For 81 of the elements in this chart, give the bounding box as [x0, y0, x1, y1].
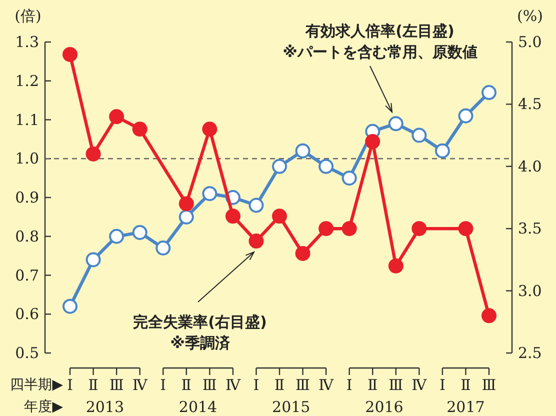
- point: [202, 186, 218, 202]
- y2-axis-title: (%): [517, 7, 543, 25]
- point: [295, 143, 310, 158]
- y2-tick-label: 3.5: [518, 220, 542, 238]
- y-tick-label: 0.5: [15, 344, 39, 362]
- x-tick-label: Ⅰ: [67, 376, 74, 394]
- y-tick-label: 1.2: [15, 72, 39, 90]
- x-tick-label: Ⅱ: [368, 376, 378, 394]
- text: 有効求人倍率(左目盛): [304, 22, 454, 40]
- x-tick-label: Ⅲ: [109, 376, 124, 394]
- point: [272, 158, 287, 174]
- point: [109, 109, 124, 124]
- point: [458, 108, 474, 124]
- y-tick-label: 0.9: [15, 188, 39, 206]
- point: [248, 198, 264, 213]
- point: [365, 134, 380, 150]
- text: 2014: [178, 398, 218, 416]
- y2-tick-label: 3.0: [518, 282, 542, 300]
- point: [109, 228, 124, 244]
- x-tick-label: Ⅱ: [181, 376, 192, 394]
- point: [272, 208, 287, 224]
- y-tick-label: 0.8: [15, 227, 39, 246]
- y-tick-label: 0.7: [15, 266, 39, 284]
- point: [318, 158, 334, 174]
- y2-tick-label: 2.5: [518, 344, 542, 362]
- y-tick-label: 0.6: [15, 305, 39, 324]
- point: [412, 128, 427, 143]
- point: [295, 246, 310, 261]
- text: 四半期▶: [10, 377, 64, 393]
- point: [178, 209, 194, 224]
- point: [132, 224, 148, 240]
- point: [388, 258, 404, 274]
- point: [86, 146, 101, 162]
- point: [248, 234, 264, 249]
- x-tick-label: Ⅳ: [412, 376, 428, 394]
- y-axis-title: (倍): [14, 7, 42, 25]
- y-tick-label: 1.1: [15, 110, 39, 129]
- x-tick-label: Ⅱ: [460, 376, 471, 394]
- point: [342, 170, 357, 186]
- x-tick-label: Ⅲ: [296, 376, 310, 394]
- x-tick-label: Ⅳ: [318, 376, 335, 394]
- point: [202, 122, 218, 137]
- point: [62, 298, 78, 314]
- point: [132, 122, 148, 137]
- y2-tick-label: 5.0: [518, 33, 542, 51]
- annotation: 完全失業率(右目盛): [133, 313, 267, 331]
- x-tick-label: Ⅲ: [482, 376, 496, 394]
- y-tick-label: 1.0: [15, 150, 39, 168]
- text: 年度▶: [24, 399, 64, 415]
- point: [458, 221, 474, 236]
- annotation: ※季調済: [170, 334, 231, 352]
- y2-tick-label: 4.5: [518, 95, 542, 114]
- point: [62, 46, 78, 62]
- x-tick-label: Ⅳ: [225, 376, 242, 394]
- x-tick-label: Ⅳ: [132, 376, 148, 394]
- point: [86, 252, 101, 268]
- text: 2013: [86, 398, 124, 416]
- point: [342, 221, 357, 236]
- y-tick-label: 1.3: [15, 33, 39, 51]
- point: [178, 196, 194, 212]
- point: [318, 221, 334, 236]
- x-tick-label: Ⅲ: [388, 376, 404, 394]
- x-tick-label: Ⅰ: [346, 376, 352, 394]
- point: [388, 116, 404, 132]
- point: [434, 143, 450, 158]
- x-tick-label: Ⅱ: [274, 376, 285, 394]
- x-tick-label: Ⅲ: [202, 376, 217, 394]
- text: 2015: [272, 398, 310, 416]
- y2-tick-label: 4.0: [518, 157, 542, 176]
- x-tick-label: Ⅰ: [160, 376, 166, 394]
- point: [482, 85, 496, 100]
- point: [482, 308, 496, 324]
- x-tick-label: Ⅱ: [88, 376, 98, 394]
- point: [156, 240, 171, 256]
- text: 2017: [446, 398, 485, 416]
- x-tick-label: Ⅰ: [439, 376, 446, 394]
- point: [412, 221, 427, 236]
- annotation: ※パートを含む常用、原数値: [282, 43, 478, 61]
- x-tick-label: Ⅰ: [253, 376, 260, 394]
- point: [225, 208, 240, 224]
- text: 2016: [365, 398, 404, 416]
